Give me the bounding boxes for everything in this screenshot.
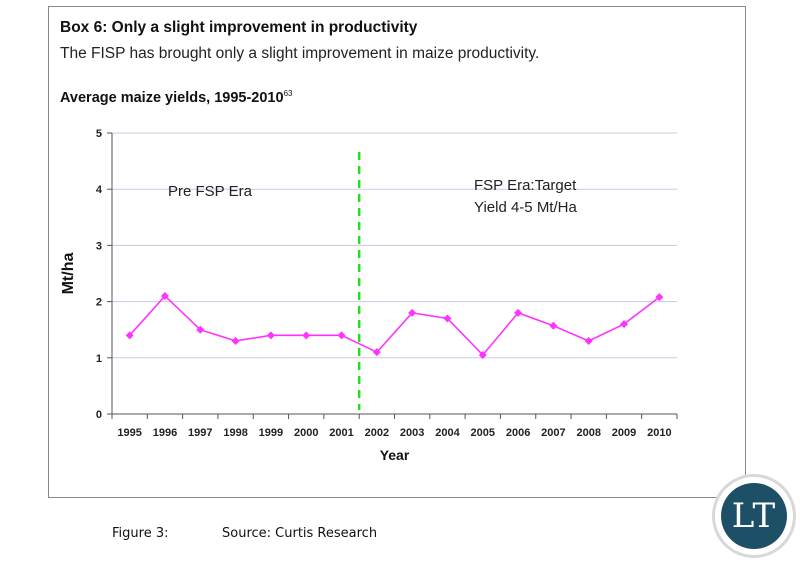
x-tick-label-2001: 2001 (329, 427, 353, 439)
y-tick-label-0: 0 (96, 409, 102, 421)
x-tick-label-1998: 1998 (223, 427, 247, 439)
y-tick-label-1: 1 (96, 353, 102, 365)
box-6-panel: Box 6: Only a slight improvement in prod… (48, 6, 746, 498)
annotation-2: Yield 4-5 Mt/Ha (474, 199, 577, 216)
x-tick-label-2000: 2000 (294, 427, 318, 439)
lt-logo-text: LT (721, 483, 787, 549)
lt-logo: LT (712, 474, 796, 558)
x-tick-label-1997: 1997 (188, 427, 212, 439)
data-point-1998 (231, 336, 240, 345)
data-point-2002 (372, 348, 381, 357)
y-tick-label-2: 2 (96, 297, 102, 309)
x-tick-label-2006: 2006 (506, 427, 530, 439)
annotation-0: Pre FSP Era (168, 183, 253, 200)
y-tick-label-3: 3 (96, 240, 102, 252)
y-axis-label: Mt/ha (60, 253, 77, 295)
data-point-1995 (125, 331, 134, 340)
data-point-2000 (302, 331, 311, 340)
x-tick-label-1995: 1995 (117, 427, 141, 439)
x-tick-label-2007: 2007 (541, 427, 565, 439)
x-tick-label-2004: 2004 (435, 427, 460, 439)
series-line-0 (129, 294, 660, 357)
data-point-2003 (408, 308, 417, 317)
data-point-2010 (655, 293, 664, 302)
box-title: Box 6: Only a slight improvement in prod… (60, 19, 418, 36)
x-tick-label-2009: 2009 (612, 427, 636, 439)
data-point-1996 (160, 291, 169, 300)
data-point-1997 (196, 325, 205, 334)
data-point-2001 (337, 331, 346, 340)
chart-title-footnote: 63 (283, 89, 293, 98)
x-tick-label-2005: 2005 (471, 427, 495, 439)
data-point-2005 (478, 350, 487, 359)
box-subtitle: The FISP has brought only a slight impro… (60, 45, 540, 62)
chart-title-text: Average maize yields, 1995-2010 (60, 89, 284, 106)
chart-title: Average maize yields, 1995-201063 (60, 89, 292, 106)
annotation-1: FSP Era:Target (474, 177, 577, 194)
data-point-1999 (266, 331, 275, 340)
data-point-2004 (443, 314, 452, 323)
x-tick-label-2002: 2002 (365, 427, 389, 439)
x-tick-label-1996: 1996 (153, 427, 177, 439)
x-tick-label-2003: 2003 (400, 427, 424, 439)
y-tick-label-4: 4 (96, 184, 103, 196)
figure-source: Source: Curtis Research (222, 526, 378, 541)
data-point-2009 (620, 320, 629, 329)
x-axis-label: Year (380, 447, 410, 463)
data-point-2006 (514, 308, 523, 317)
data-point-2008 (584, 336, 593, 345)
x-tick-label-1999: 1999 (259, 427, 283, 439)
figure-label: Figure 3: (112, 526, 169, 541)
data-point-2007 (549, 321, 558, 330)
x-tick-label-2010: 2010 (647, 427, 671, 439)
y-tick-label-5: 5 (96, 128, 102, 140)
x-tick-label-2008: 2008 (576, 427, 600, 439)
